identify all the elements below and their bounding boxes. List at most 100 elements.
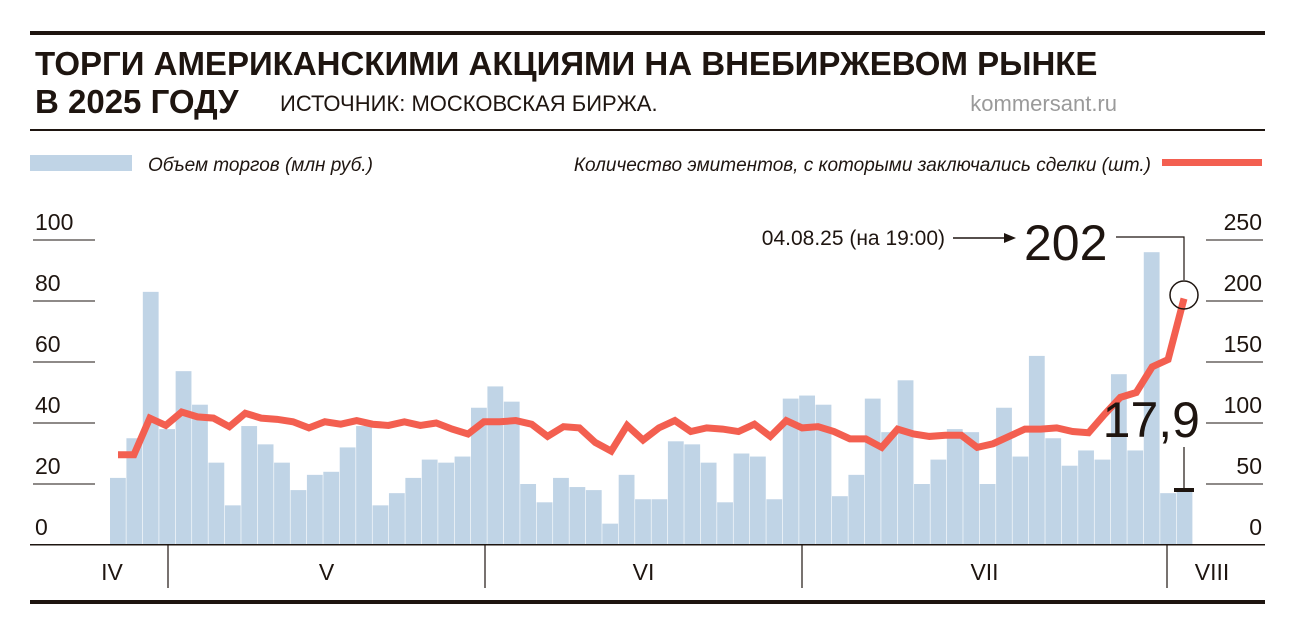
bar bbox=[700, 462, 717, 545]
chart-title-line2: В 2025 ГОДУ bbox=[35, 83, 239, 120]
bar bbox=[1061, 465, 1078, 545]
legend-line-label: Количество эмитентов, с которыми заключа… bbox=[574, 155, 1151, 176]
left-tick-label: 80 bbox=[35, 270, 61, 296]
source-note: ИСТОЧНИК: МОСКОВСКАЯ БИРЖА. bbox=[280, 91, 658, 116]
bar bbox=[257, 444, 274, 545]
axes: 0 20 40 60 80 100 0 50 100 150 200 250 bbox=[33, 209, 1263, 540]
bar bbox=[618, 474, 635, 545]
month-label: VIII bbox=[1195, 559, 1230, 585]
bar bbox=[766, 499, 783, 545]
bar bbox=[930, 459, 947, 545]
bar bbox=[733, 453, 750, 545]
bar bbox=[208, 462, 225, 545]
chart-title-line1: ТОРГИ АМЕРИКАНСКИМИ АКЦИЯМИ НА ВНЕБИРЖЕВ… bbox=[35, 45, 1097, 82]
bar bbox=[651, 499, 668, 545]
bar bbox=[224, 505, 241, 545]
bar bbox=[1012, 456, 1029, 545]
bar bbox=[1094, 459, 1111, 545]
bar bbox=[553, 477, 569, 545]
bar bbox=[1028, 355, 1045, 545]
right-tick-label: 0 bbox=[1249, 514, 1262, 540]
bar bbox=[569, 487, 586, 545]
line-series bbox=[117, 297, 1188, 459]
bar bbox=[323, 471, 340, 545]
left-tick-label: 40 bbox=[35, 392, 61, 418]
bar bbox=[306, 474, 323, 545]
bar bbox=[274, 462, 290, 545]
header-rule bbox=[30, 129, 1265, 131]
left-tick-label: 60 bbox=[35, 331, 61, 357]
left-tick-label: 100 bbox=[35, 209, 73, 235]
site-credit: kommersant.ru bbox=[970, 91, 1117, 116]
bottom-rule bbox=[30, 600, 1265, 604]
bar bbox=[421, 459, 438, 545]
month-label: VII bbox=[970, 559, 998, 585]
bar bbox=[1176, 490, 1193, 545]
month-axis: IV V VI VII VIII bbox=[101, 545, 1229, 588]
legend-bar-label: Объем торгов (млн руб.) bbox=[148, 155, 373, 176]
month-label: VI bbox=[633, 559, 655, 585]
bar bbox=[848, 474, 865, 545]
legend-bar-swatch bbox=[30, 155, 132, 171]
bar bbox=[881, 432, 898, 545]
bar bbox=[1127, 450, 1144, 545]
annotation-circle bbox=[1169, 280, 1199, 310]
left-tick-label: 20 bbox=[35, 453, 61, 479]
bar bbox=[536, 502, 553, 545]
annotation-bar-marker bbox=[1174, 488, 1194, 492]
bar bbox=[1045, 438, 1062, 545]
bar bbox=[667, 441, 684, 545]
line-path bbox=[118, 297, 1188, 459]
bar bbox=[241, 426, 258, 545]
bar bbox=[290, 490, 307, 545]
bar bbox=[192, 404, 208, 545]
bar bbox=[388, 493, 405, 545]
bar bbox=[520, 484, 537, 545]
annotation-line-value: 202 bbox=[1024, 215, 1107, 271]
month-label: IV bbox=[101, 559, 123, 585]
annotation-date: 04.08.25 (на 19:00) bbox=[762, 227, 945, 250]
bar bbox=[1143, 252, 1160, 545]
bar bbox=[175, 371, 192, 545]
right-tick-label: 250 bbox=[1224, 209, 1262, 235]
bar bbox=[815, 404, 832, 545]
bar bbox=[897, 380, 914, 545]
bar-series bbox=[110, 252, 1193, 545]
bar bbox=[1160, 493, 1176, 545]
bar bbox=[372, 505, 389, 545]
bar bbox=[110, 477, 126, 545]
bar bbox=[438, 462, 454, 545]
bar bbox=[454, 456, 471, 545]
bar bbox=[979, 484, 996, 545]
annotation-leader bbox=[1116, 236, 1185, 280]
bar bbox=[1078, 450, 1094, 545]
bar bbox=[946, 429, 963, 545]
bar bbox=[635, 499, 651, 545]
bar bbox=[487, 386, 504, 545]
bar bbox=[914, 484, 930, 545]
left-tick-label: 0 bbox=[35, 514, 48, 540]
bar bbox=[585, 490, 602, 545]
x-axis-baseline bbox=[30, 544, 1265, 546]
bar bbox=[602, 523, 619, 545]
right-tick-label: 150 bbox=[1224, 331, 1262, 357]
month-label: V bbox=[319, 559, 335, 585]
bar bbox=[684, 444, 701, 545]
top-rule bbox=[30, 31, 1265, 35]
bar bbox=[864, 398, 881, 545]
bar bbox=[717, 502, 733, 545]
bar bbox=[963, 432, 980, 545]
bar bbox=[782, 398, 799, 545]
right-tick-label: 100 bbox=[1224, 392, 1262, 418]
right-tick-label: 50 bbox=[1236, 453, 1262, 479]
right-tick-label: 200 bbox=[1224, 270, 1262, 296]
bar bbox=[471, 407, 487, 545]
bar bbox=[405, 477, 422, 545]
bar bbox=[832, 496, 848, 545]
bar bbox=[126, 438, 143, 545]
annotation-bar-value: 17,9 bbox=[1103, 392, 1200, 448]
legend-line-swatch bbox=[1162, 159, 1262, 166]
bar bbox=[356, 426, 372, 545]
bar bbox=[339, 447, 356, 545]
